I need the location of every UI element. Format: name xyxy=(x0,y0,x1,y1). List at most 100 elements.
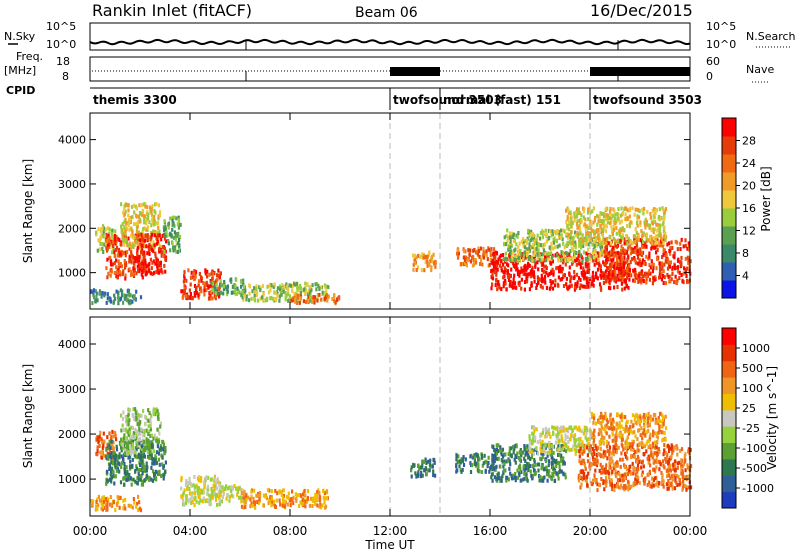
range-cell xyxy=(502,464,505,469)
range-cell xyxy=(586,280,589,284)
range-cell xyxy=(155,436,158,441)
range-cell xyxy=(94,289,97,294)
range-cell xyxy=(162,232,165,237)
range-cell xyxy=(598,282,602,287)
range-cell xyxy=(543,258,546,263)
range-cell xyxy=(552,270,555,275)
range-cell xyxy=(619,239,622,244)
range-cell xyxy=(626,260,629,265)
range-cell xyxy=(565,449,568,454)
range-cell xyxy=(190,270,193,275)
range-cell xyxy=(658,275,661,280)
range-cell xyxy=(125,263,128,267)
range-cell xyxy=(649,484,652,489)
range-cell xyxy=(579,460,582,465)
range-cell xyxy=(655,222,658,227)
range-cell xyxy=(269,495,272,500)
range-cell xyxy=(547,273,550,278)
range-cell xyxy=(197,295,200,300)
range-cell xyxy=(637,252,640,257)
range-cell xyxy=(154,202,157,207)
range-cell xyxy=(560,276,564,281)
range-cell xyxy=(577,473,580,478)
range-cell xyxy=(158,431,161,436)
range-cell xyxy=(655,243,658,248)
range-cell xyxy=(217,268,220,273)
range-cell xyxy=(135,480,138,485)
range-cell xyxy=(298,300,301,305)
range-cell xyxy=(630,239,633,244)
range-cell xyxy=(514,255,517,260)
range-cell xyxy=(149,417,152,422)
range-cell xyxy=(611,269,614,274)
range-cell xyxy=(425,472,428,477)
range-cell xyxy=(555,435,558,440)
range-cell xyxy=(650,259,653,264)
range-cell xyxy=(662,208,665,213)
range-cell xyxy=(666,474,669,479)
range-cell xyxy=(531,268,534,273)
range-cell xyxy=(149,450,152,455)
range-cell xyxy=(106,500,109,505)
range-cell xyxy=(570,246,573,251)
range-cell xyxy=(306,489,309,494)
range-cell xyxy=(609,482,612,487)
range-cell xyxy=(632,234,635,239)
range-cell xyxy=(120,293,124,298)
range-cell xyxy=(121,234,124,238)
range-cell xyxy=(587,247,590,252)
range-cell xyxy=(136,429,139,434)
range-cell xyxy=(617,277,621,282)
range-cell xyxy=(575,444,578,449)
range-cell xyxy=(517,245,520,250)
range-cell xyxy=(164,446,167,451)
range-cell xyxy=(158,244,161,249)
range-cell xyxy=(588,262,591,267)
range-cell xyxy=(532,273,536,278)
range-cell xyxy=(125,226,128,231)
range-cell xyxy=(628,468,631,473)
range-cell xyxy=(187,498,190,503)
range-cell xyxy=(595,236,598,241)
range-cell xyxy=(608,216,612,220)
range-cell xyxy=(132,497,135,501)
range-cell xyxy=(291,489,294,494)
range-cell xyxy=(109,495,112,499)
range-cell xyxy=(272,502,275,507)
range-cell xyxy=(580,271,583,275)
range-cell xyxy=(574,284,577,289)
range-cell xyxy=(189,295,192,300)
range-cell xyxy=(516,468,519,473)
range-cell xyxy=(285,282,288,287)
range-cell xyxy=(585,285,588,289)
range-cell xyxy=(519,448,522,452)
range-cell xyxy=(101,233,104,238)
range-cell xyxy=(203,485,206,490)
range-cell xyxy=(655,250,658,255)
range-cell xyxy=(174,237,177,242)
range-cell xyxy=(586,438,589,443)
range-cell xyxy=(139,436,142,441)
range-cell xyxy=(539,231,542,235)
range-cell xyxy=(634,260,637,265)
range-cell xyxy=(560,257,563,262)
range-cell xyxy=(669,463,672,468)
range-cell xyxy=(253,500,256,505)
range-cell xyxy=(580,219,583,223)
range-cell xyxy=(117,495,120,500)
range-cell xyxy=(587,207,590,212)
range-cell xyxy=(315,282,318,287)
range-cell xyxy=(462,455,465,459)
range-cell xyxy=(620,228,623,233)
range-cell xyxy=(611,459,614,464)
range-cell xyxy=(558,464,561,469)
range-cell xyxy=(620,278,623,282)
range-cell xyxy=(315,493,318,498)
range-cell xyxy=(266,284,269,289)
range-cell xyxy=(286,494,289,499)
range-cell xyxy=(486,464,489,469)
range-cell xyxy=(218,292,221,297)
range-cell xyxy=(108,245,111,249)
range-cell xyxy=(228,498,231,503)
range-cell xyxy=(623,255,626,260)
